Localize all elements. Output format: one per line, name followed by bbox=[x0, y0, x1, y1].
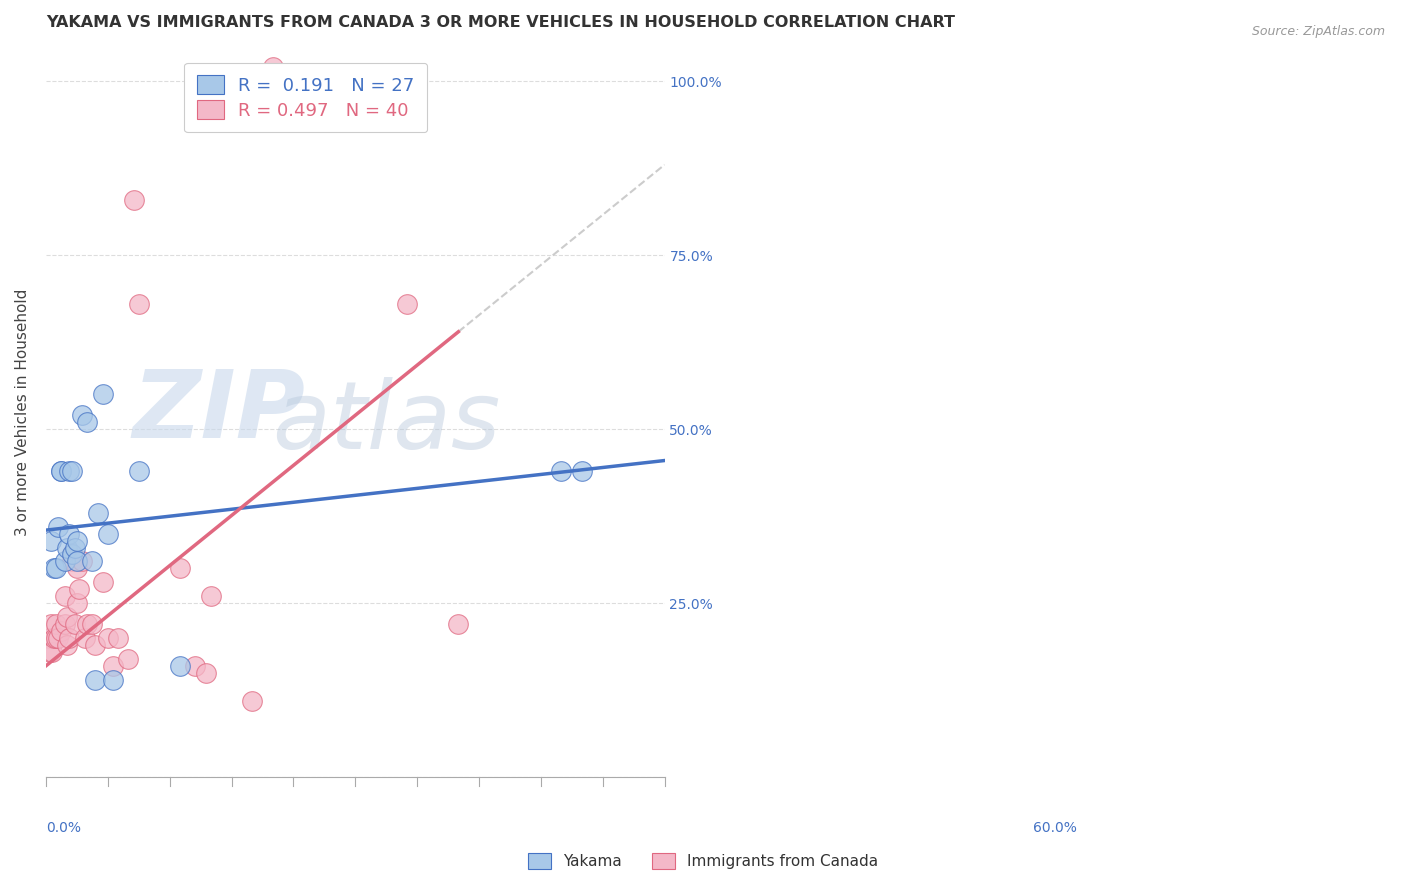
Point bbox=[63, 541, 86, 555]
Point bbox=[571, 464, 593, 478]
Point bbox=[82, 617, 104, 632]
Text: 0.0%: 0.0% bbox=[46, 821, 82, 835]
Text: ZIP: ZIP bbox=[134, 366, 305, 458]
Point bbox=[395, 297, 418, 311]
Point bbox=[169, 658, 191, 673]
Point bbox=[169, 561, 191, 575]
Text: 60.0%: 60.0% bbox=[1033, 821, 1077, 835]
Point bbox=[128, 297, 150, 311]
Point bbox=[60, 464, 83, 478]
Point bbox=[53, 617, 76, 632]
Point bbox=[58, 631, 80, 645]
Text: Source: ZipAtlas.com: Source: ZipAtlas.com bbox=[1251, 25, 1385, 38]
Text: YAKAMA VS IMMIGRANTS FROM CANADA 3 OR MORE VEHICLES IN HOUSEHOLD CORRELATION CHA: YAKAMA VS IMMIGRANTS FROM CANADA 3 OR MO… bbox=[46, 15, 955, 30]
Point bbox=[39, 645, 62, 659]
Point bbox=[194, 665, 217, 680]
Point bbox=[70, 409, 93, 423]
Point bbox=[101, 658, 124, 673]
Point bbox=[51, 624, 73, 638]
Point bbox=[97, 526, 120, 541]
Point bbox=[66, 533, 89, 548]
Point bbox=[128, 464, 150, 478]
Point bbox=[75, 631, 97, 645]
Point bbox=[184, 658, 207, 673]
Point bbox=[45, 561, 67, 575]
Point bbox=[55, 610, 77, 624]
Point bbox=[66, 554, 89, 568]
Point bbox=[58, 464, 80, 478]
Point bbox=[67, 582, 90, 597]
Point bbox=[51, 464, 73, 478]
Point bbox=[55, 638, 77, 652]
Point bbox=[200, 589, 222, 603]
Point bbox=[117, 652, 139, 666]
Point bbox=[46, 519, 69, 533]
Point bbox=[91, 575, 114, 590]
Point bbox=[44, 561, 66, 575]
Point bbox=[91, 387, 114, 401]
Point bbox=[122, 193, 145, 207]
Point bbox=[58, 526, 80, 541]
Point bbox=[240, 693, 263, 707]
Point bbox=[66, 596, 89, 610]
Point bbox=[447, 617, 470, 632]
Point bbox=[55, 541, 77, 555]
Point bbox=[70, 554, 93, 568]
Point bbox=[76, 415, 98, 429]
Legend: R =  0.191   N = 27, R = 0.497   N = 40: R = 0.191 N = 27, R = 0.497 N = 40 bbox=[184, 62, 427, 132]
Point bbox=[107, 631, 129, 645]
Point bbox=[60, 548, 83, 562]
Point bbox=[60, 548, 83, 562]
Point bbox=[82, 554, 104, 568]
Point bbox=[76, 617, 98, 632]
Point bbox=[53, 589, 76, 603]
Point bbox=[84, 638, 107, 652]
Point bbox=[39, 617, 62, 632]
Point bbox=[60, 554, 83, 568]
Point bbox=[51, 464, 73, 478]
Point bbox=[84, 673, 107, 687]
Point bbox=[45, 617, 67, 632]
Point bbox=[41, 645, 63, 659]
Y-axis label: 3 or more Vehicles in Household: 3 or more Vehicles in Household bbox=[15, 288, 30, 535]
Point bbox=[44, 631, 66, 645]
Point bbox=[45, 631, 67, 645]
Legend: Yakama, Immigrants from Canada: Yakama, Immigrants from Canada bbox=[522, 847, 884, 875]
Point bbox=[101, 673, 124, 687]
Point bbox=[38, 631, 60, 645]
Point bbox=[97, 631, 120, 645]
Text: atlas: atlas bbox=[273, 377, 501, 468]
Point bbox=[46, 631, 69, 645]
Point bbox=[66, 561, 89, 575]
Point bbox=[39, 533, 62, 548]
Point bbox=[86, 506, 108, 520]
Point bbox=[262, 60, 284, 74]
Point bbox=[53, 554, 76, 568]
Point bbox=[550, 464, 572, 478]
Point bbox=[63, 617, 86, 632]
